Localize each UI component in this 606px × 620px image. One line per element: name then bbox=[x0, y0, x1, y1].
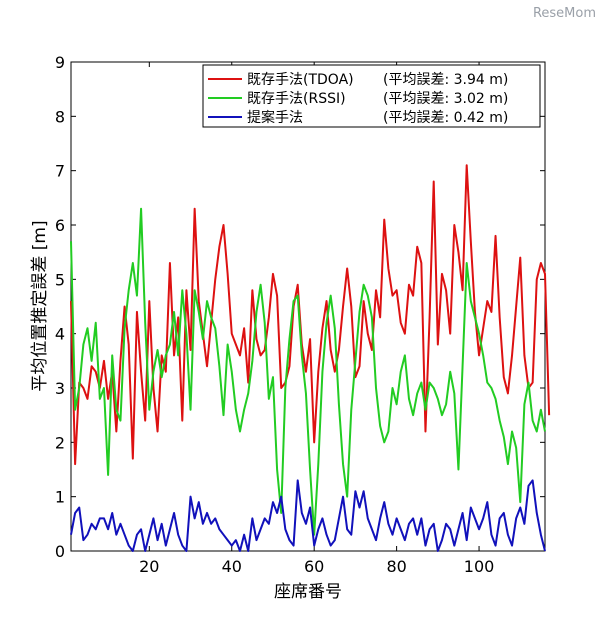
y-tick-label: 9 bbox=[55, 53, 65, 72]
series-layer bbox=[70, 164, 551, 552]
y-tick-label: 1 bbox=[55, 488, 65, 507]
x-tick-label: 80 bbox=[386, 557, 406, 576]
y-tick-label: 3 bbox=[55, 379, 65, 398]
series-line-1 bbox=[70, 207, 546, 536]
legend: 既存手法(TDOA) (平均誤差: 3.94 m) 既存手法(RSSI) (平均誤差:… bbox=[202, 64, 541, 128]
x-tick-label: 100 bbox=[464, 557, 495, 576]
y-tick-label: 2 bbox=[55, 433, 65, 452]
series-line-2 bbox=[70, 479, 546, 552]
y-axis-label: 平均位置推定誤差 [m] bbox=[30, 220, 50, 391]
legend-box bbox=[202, 64, 541, 128]
x-axis-label: 座席番号 bbox=[274, 582, 342, 602]
x-tick-label: 40 bbox=[222, 557, 242, 576]
x-tick-label: 20 bbox=[139, 557, 159, 576]
series-line-0 bbox=[70, 164, 551, 466]
y-tick-label: 5 bbox=[55, 270, 65, 289]
legend-entry-error: (平均誤差: 3.02 m) bbox=[383, 91, 508, 107]
y-tick-label: 8 bbox=[55, 107, 65, 126]
y-tick-label: 4 bbox=[55, 325, 65, 344]
y-tick-label: 0 bbox=[55, 542, 65, 561]
watermark: ReseMom bbox=[533, 6, 596, 21]
y-axis: 0 1 2 3 4 5 6 7 8 9 bbox=[55, 53, 545, 561]
y-tick-label: 6 bbox=[55, 216, 65, 235]
x-axis: 20 40 60 80 100 bbox=[139, 62, 494, 576]
legend-entry-name: 既存手法(RSSI) bbox=[247, 91, 346, 107]
legend-entry-name: 提案手法 bbox=[247, 109, 303, 126]
legend-entry-error: (平均誤差: 0.42 m) bbox=[383, 110, 508, 126]
legend-entry-name: 既存手法(TDOA) bbox=[247, 72, 354, 88]
legend-entry-error: (平均誤差: 3.94 m) bbox=[383, 72, 508, 88]
x-tick-label: 60 bbox=[304, 557, 324, 576]
y-tick-label: 7 bbox=[55, 162, 65, 181]
